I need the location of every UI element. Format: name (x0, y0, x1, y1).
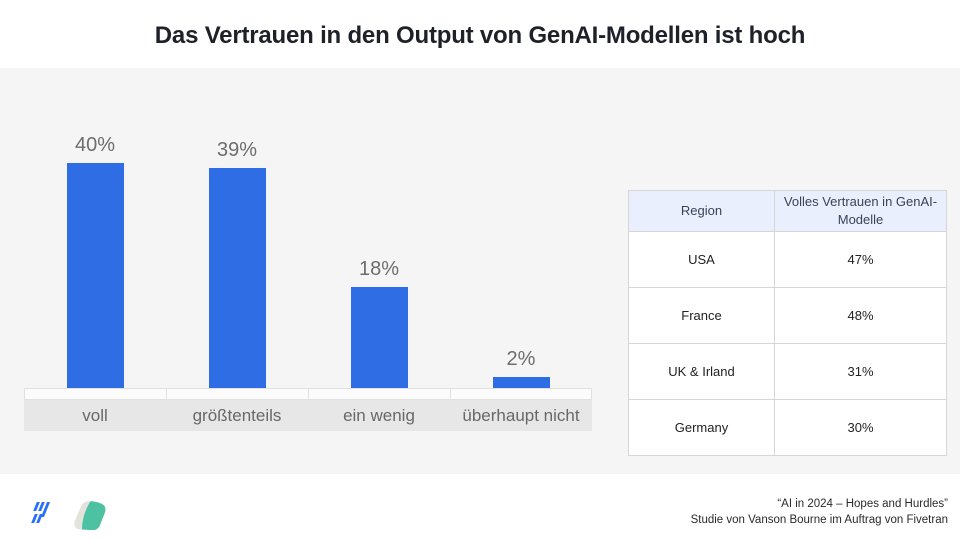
table-row: UK & Irland 31% (628, 343, 947, 400)
axis-tick (24, 389, 25, 399)
table-row: France 48% (628, 287, 947, 344)
table-cell-value: 47% (774, 231, 947, 288)
source-line-2: Studie von Vanson Bourne im Auftrag von … (690, 513, 948, 526)
table-cell-region: France (628, 287, 775, 344)
table-cell-region: UK & Irland (628, 343, 775, 400)
table-cell-value: 48% (774, 287, 947, 344)
category-label: größtenteils (192, 406, 282, 425)
table-cell-region: Germany (628, 399, 775, 456)
source-attribution: “AI in 2024 – Hopes and Hurdles” Studie … (691, 497, 948, 528)
bar-value-label: 18% (358, 258, 400, 280)
bar-value-label: 39% (216, 139, 258, 161)
source-line-1: “AI in 2024 – Hopes and Hurdles” (777, 498, 948, 510)
category-label: überhaupt nicht (462, 406, 580, 425)
bar-value-label: 40% (74, 134, 116, 156)
table-header-row: Region Volles Vertrauen in GenAI-Modelle (628, 190, 947, 232)
page-title: Das Vertrauen in den Output von GenAI-Mo… (154, 22, 806, 49)
bar-voll (66, 163, 124, 388)
bar-überhaupt nicht (492, 377, 550, 388)
axis-tick (450, 389, 451, 399)
bar-größtenteils (208, 168, 266, 388)
category-label: voll (82, 406, 108, 425)
vanson-bourne-logo-icon (74, 501, 106, 530)
table-row: Germany 30% (628, 399, 947, 456)
table-header-region: Region (628, 190, 775, 232)
table-cell-value: 30% (774, 399, 947, 456)
table-header-value: Volles Vertrauen in GenAI-Modelle (774, 190, 947, 232)
table-row: USA 47% (628, 231, 947, 288)
x-axis-strip (24, 388, 592, 400)
table-cell-value: 31% (774, 343, 947, 400)
category-label: ein wenig (343, 406, 415, 425)
table-cell-region: USA (628, 231, 775, 288)
axis-tick (591, 389, 592, 399)
bar-ein wenig (350, 287, 408, 388)
bar-chart: 40% 39% 18% 2% voll größtenteils ein wenig übe… (24, 68, 592, 431)
bar-value-label: 2% (506, 348, 536, 370)
region-table: Region Volles Vertrauen in GenAI-Modelle… (628, 190, 947, 456)
fivetran-logo-icon (31, 502, 51, 525)
axis-tick (308, 389, 309, 399)
axis-tick (166, 389, 167, 399)
category-label-band: voll größtenteils ein wenig überhaupt nicht (24, 400, 592, 431)
